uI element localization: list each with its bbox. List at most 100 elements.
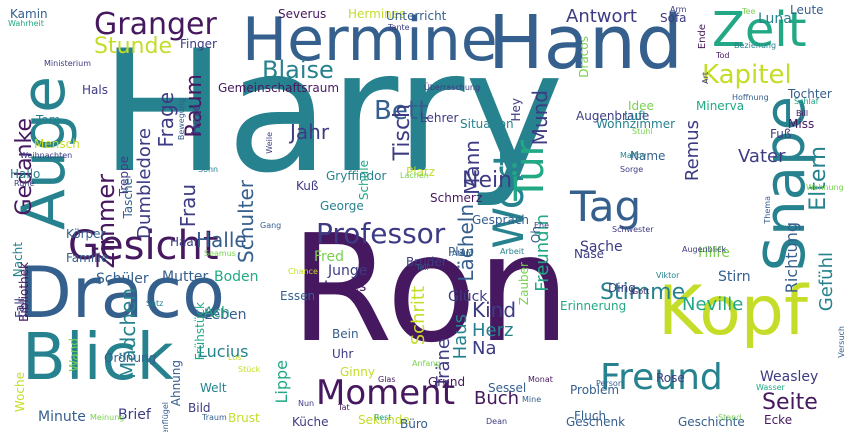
word-171: Chance xyxy=(288,267,318,276)
word-76: Finger xyxy=(180,37,217,51)
word-126: Uhr xyxy=(332,347,354,361)
word-143: Geschenk xyxy=(566,415,626,429)
word-94: Hexe xyxy=(189,104,203,135)
word-27: Halle xyxy=(196,228,247,252)
word-138: Sekunde xyxy=(358,413,410,427)
word-119: Plan xyxy=(448,245,474,259)
word-51: Buch xyxy=(474,388,520,409)
word-181: Glas xyxy=(378,375,396,384)
word-44: Eltern xyxy=(806,146,831,211)
word-61: Junge xyxy=(328,263,368,279)
word-71: Stirn xyxy=(718,269,751,285)
word-163: Weihnachten xyxy=(20,151,73,160)
word-57: Woche xyxy=(13,372,27,413)
word-167: Schwester xyxy=(612,225,654,234)
word-135: Bild xyxy=(188,401,211,415)
word-70: Hilfe xyxy=(698,245,730,261)
word-5: Draco xyxy=(18,252,225,334)
word-19: Bett xyxy=(374,96,429,126)
word-73: Severus xyxy=(278,7,327,21)
word-83: Hals xyxy=(82,83,108,97)
word-72: Ding xyxy=(608,281,636,295)
word-29: Jahr xyxy=(290,120,330,144)
word-67: Ach xyxy=(204,305,230,321)
word-136: Brust xyxy=(228,411,260,425)
word-10: Moment xyxy=(316,373,456,413)
word-41: Stimme xyxy=(600,280,686,305)
word-99: Miss xyxy=(788,117,815,131)
word-68: Glück xyxy=(448,289,488,305)
word-58: Antwort xyxy=(566,6,637,27)
word-2: Hand xyxy=(488,0,683,86)
word-123: Wand xyxy=(67,338,81,372)
word-141: Ecke xyxy=(764,413,793,427)
word-62: James xyxy=(324,279,367,295)
word-145: Tante xyxy=(388,23,410,32)
word-150: Art xyxy=(701,72,710,84)
word-87: Augenbraue xyxy=(576,109,650,123)
word-194: Stand xyxy=(718,413,742,422)
word-177: Satz xyxy=(146,299,164,308)
word-122: Fall xyxy=(13,298,27,318)
word-81: Ende xyxy=(697,24,708,50)
word-173: Atem xyxy=(452,249,474,258)
word-134: Welt xyxy=(200,381,227,395)
word-139: Büro xyxy=(400,417,428,431)
word-175: Viktor xyxy=(656,271,680,280)
word-55: Brief xyxy=(118,407,151,423)
word-65: Schüler xyxy=(96,271,149,287)
word-160: Sohn xyxy=(198,165,219,174)
word-42: Neville xyxy=(682,294,744,315)
word-108: Schmerz xyxy=(430,191,483,205)
word-116: Familie xyxy=(66,251,109,265)
word-154: Schlaf xyxy=(794,97,819,106)
word-84: Lehrer xyxy=(420,111,459,125)
word-155: Bill xyxy=(796,109,809,118)
word-50: Seite xyxy=(762,390,818,415)
word-132: Ordnung xyxy=(104,351,157,365)
word-17: Granger xyxy=(94,7,217,42)
word-26: Frau xyxy=(176,184,200,228)
word-91: Minerva xyxy=(696,99,745,113)
word-180: Anfang xyxy=(412,359,441,368)
word-95: Situation xyxy=(460,117,514,131)
word-174: Arbeit xyxy=(500,247,525,256)
word-131: Rose xyxy=(656,371,685,385)
word-79: Luna xyxy=(758,11,792,27)
word-90: Tochter xyxy=(788,87,832,101)
word-121: Essen xyxy=(280,289,316,303)
word-52: Weasley xyxy=(760,369,819,385)
word-25: Frage xyxy=(154,92,178,148)
word-33: Nein xyxy=(462,168,513,193)
word-107: George xyxy=(320,199,364,213)
word-158: Malfoy xyxy=(620,151,647,160)
word-184: Wasser xyxy=(756,383,785,392)
word-149: Tod xyxy=(716,51,730,60)
word-162: Lachen xyxy=(400,171,429,180)
word-3: Hermine xyxy=(242,5,498,75)
word-133: Ahnung xyxy=(169,360,183,407)
word-40: Na xyxy=(472,338,497,359)
word-96: Hey xyxy=(509,98,523,122)
word-18: Kapitel xyxy=(702,60,792,90)
word-178: Los xyxy=(228,353,242,362)
word-77: Dracos xyxy=(577,36,591,78)
word-35: Mund xyxy=(528,90,552,146)
word-168: Augenblick xyxy=(682,245,727,254)
word-128: Grund xyxy=(428,375,466,389)
word-153: Hoffnung xyxy=(732,93,769,102)
word-165: Gang xyxy=(260,221,282,230)
word-111: Zauber xyxy=(517,262,531,306)
word-60: Fred xyxy=(314,249,344,265)
word-80: Leute xyxy=(790,3,824,17)
word-54: Lippe xyxy=(272,360,291,404)
word-85: Gemeinschaftsraum xyxy=(218,81,340,95)
word-188: Tat xyxy=(338,403,350,412)
word-93: Mensch xyxy=(34,137,80,151)
word-185: Versuch xyxy=(837,326,846,358)
word-16: Professor xyxy=(316,217,446,250)
word-109: Gespräch xyxy=(472,213,530,227)
word-176: Gott xyxy=(632,287,650,296)
word-125: Bein xyxy=(332,327,359,341)
